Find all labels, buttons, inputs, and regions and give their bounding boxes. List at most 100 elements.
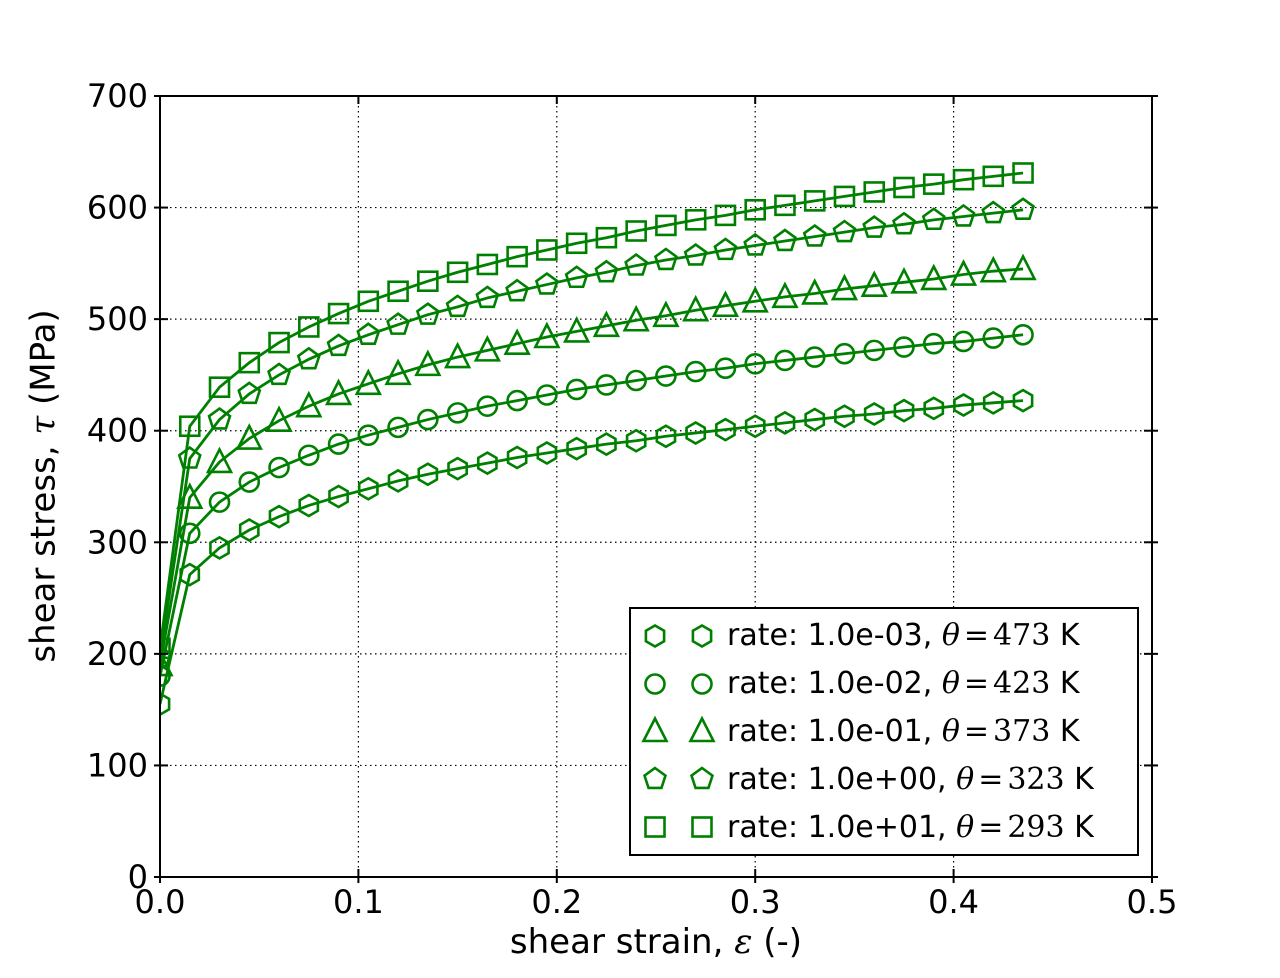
circle-marker-icon xyxy=(297,444,320,467)
x-tick-label: 0.5 xyxy=(1127,883,1178,921)
circle-marker-icon xyxy=(476,395,499,417)
y-tick-label: 700 xyxy=(87,77,148,115)
pentagon-marker-icon xyxy=(326,333,351,357)
hexagon-marker-icon xyxy=(357,476,379,501)
triangle-up-marker-icon xyxy=(688,716,716,743)
pentagon-marker-icon xyxy=(505,278,530,302)
triangle-up-marker-icon xyxy=(473,335,501,362)
circle-marker-icon xyxy=(922,332,945,355)
pentagon-marker-icon xyxy=(386,312,411,335)
legend-label: rate: 1.0e-03, θ = 473 K xyxy=(727,618,1080,654)
square-marker-icon xyxy=(833,185,856,208)
circle-marker-icon xyxy=(684,360,707,383)
triangle-up-marker-icon xyxy=(1009,253,1037,281)
series-rate-1.0e+00 xyxy=(160,197,1036,668)
hexagon-marker-icon xyxy=(685,420,707,445)
tau-symbol: τ xyxy=(23,415,64,435)
hexagon-marker-icon xyxy=(387,468,409,493)
square-marker-icon xyxy=(327,302,350,325)
triangle-up-marker-icon xyxy=(533,321,561,349)
pentagon-marker-icon xyxy=(445,294,470,318)
y-tick-label: 100 xyxy=(87,746,148,784)
pentagon-marker-icon xyxy=(772,228,797,252)
square-marker-icon xyxy=(178,415,201,438)
triangle-up-marker-icon xyxy=(771,281,799,309)
pentagon-marker-icon xyxy=(653,247,678,271)
hexagon-marker-icon xyxy=(476,451,498,476)
legend-label: rate: 1.0e-02, θ = 423 K xyxy=(727,666,1080,702)
circle-marker-icon xyxy=(565,378,588,401)
circle-marker-icon xyxy=(833,342,856,365)
triangle-up-marker-icon xyxy=(295,390,323,418)
circle-marker-icon xyxy=(357,424,380,446)
triangle-up-marker-icon xyxy=(235,423,263,450)
pentagon-marker-icon xyxy=(624,252,649,276)
square-marker-icon xyxy=(417,270,439,293)
square-marker-icon xyxy=(297,316,320,338)
circle-marker-icon xyxy=(803,346,826,368)
triangle-up-marker-icon xyxy=(641,716,669,743)
hexagon-marker-icon xyxy=(625,428,647,453)
triangle-up-marker-icon xyxy=(324,378,353,406)
triangle-up-marker-icon xyxy=(622,304,650,332)
hexagon-marker-icon xyxy=(923,396,945,421)
triangle-up-marker-icon xyxy=(592,310,621,338)
triangle-up-marker-icon xyxy=(830,273,859,301)
x-tick-label: 0.1 xyxy=(333,883,384,921)
square-marker-icon xyxy=(1012,162,1034,184)
circle-marker-icon xyxy=(625,369,647,392)
hexagon-marker-icon xyxy=(179,562,201,587)
square-marker-icon xyxy=(863,181,886,203)
hexagon-marker-icon xyxy=(863,401,885,426)
circle-marker-icon xyxy=(446,402,469,424)
triangle-up-marker-icon xyxy=(443,341,472,369)
triangle-up-marker-icon xyxy=(890,266,918,294)
circle-marker-icon xyxy=(595,374,618,396)
legend-label: rate: 1.0e-01, θ = 373 K xyxy=(727,713,1080,749)
triangle-up-marker-icon xyxy=(414,349,442,377)
pentagon-marker-icon xyxy=(862,215,887,238)
square-marker-icon xyxy=(506,245,528,268)
triangle-up-marker-icon xyxy=(652,300,680,328)
circle-marker-icon xyxy=(1012,323,1034,346)
triangle-up-marker-icon xyxy=(920,263,948,291)
square-marker-icon xyxy=(922,173,945,195)
pentagon-marker-icon xyxy=(892,211,916,235)
circle-marker-icon xyxy=(644,672,666,695)
x-tick-label: 0.0 xyxy=(135,883,186,921)
pentagon-marker-icon xyxy=(683,242,708,266)
square-marker-icon xyxy=(625,220,647,242)
hexagon-marker-icon xyxy=(893,398,915,423)
circle-marker-icon xyxy=(178,522,201,545)
pentagon-marker-icon xyxy=(237,381,262,405)
hexagon-marker-icon xyxy=(982,390,1004,415)
y-axis-label: shear stress, τ (MPa) xyxy=(23,309,64,662)
triangle-up-marker-icon xyxy=(979,255,1007,283)
square-marker-icon xyxy=(208,376,231,399)
hexagon-marker-icon xyxy=(644,623,666,648)
hexagon-marker-icon xyxy=(566,436,588,461)
circle-marker-icon xyxy=(387,416,409,439)
hexagon-marker-icon xyxy=(953,393,974,418)
square-marker-icon xyxy=(238,351,261,374)
square-marker-icon xyxy=(803,190,826,212)
pentagon-marker-icon xyxy=(564,265,589,289)
triangle-up-marker-icon xyxy=(265,405,293,432)
pentagon-marker-icon xyxy=(743,232,768,256)
hexagon-marker-icon xyxy=(655,424,677,449)
square-marker-icon xyxy=(160,637,171,660)
pentagon-marker-icon xyxy=(296,346,321,370)
hexagon-marker-icon xyxy=(715,417,736,442)
pentagon-marker-icon xyxy=(594,259,619,283)
hexagon-legend-marker-icon xyxy=(644,623,713,648)
pentagon-marker-icon xyxy=(690,766,714,790)
triangle-up-marker-icon xyxy=(949,259,978,286)
pentagon-marker-icon xyxy=(207,406,232,430)
y-tick-label: 600 xyxy=(87,189,148,227)
circle-marker-icon xyxy=(714,357,737,380)
hexagon-marker-icon xyxy=(238,518,260,543)
hexagon-marker-icon xyxy=(160,692,171,717)
axes-frame xyxy=(159,95,1153,878)
hexagon-marker-icon xyxy=(804,407,826,432)
